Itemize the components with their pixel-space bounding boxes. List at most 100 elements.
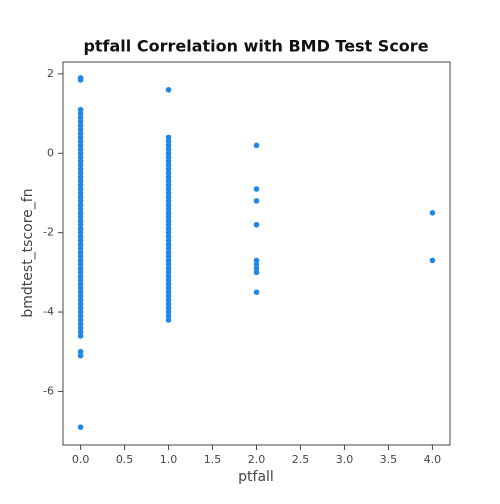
point [165, 146, 172, 153]
point [429, 257, 436, 264]
point [77, 301, 84, 307]
point [77, 305, 84, 311]
point [77, 281, 84, 288]
point [77, 213, 84, 220]
point [165, 182, 172, 188]
point [165, 293, 172, 299]
point [165, 86, 172, 93]
point [77, 194, 84, 200]
point [77, 249, 84, 256]
point [77, 277, 84, 284]
point [77, 126, 84, 133]
point [77, 154, 84, 161]
point [77, 253, 84, 260]
point [77, 130, 84, 137]
y-tick-label: 0 [47, 146, 54, 159]
point [77, 313, 84, 319]
point [77, 265, 84, 272]
point [77, 142, 84, 149]
point [165, 142, 172, 149]
point [165, 245, 172, 252]
point [165, 261, 172, 268]
point [77, 106, 84, 113]
point [165, 190, 172, 196]
point [77, 170, 84, 176]
point [77, 186, 84, 192]
y-tick-label: -4 [43, 305, 54, 318]
x-tick-label: 2.5 [292, 453, 310, 466]
point [77, 348, 84, 355]
point [77, 333, 84, 339]
point [165, 162, 172, 168]
chart-title: ptfall Correlation with BMD Test Score [83, 37, 428, 56]
point [165, 241, 172, 248]
point [77, 352, 84, 359]
point [253, 221, 260, 228]
point [77, 229, 84, 236]
point [165, 301, 172, 307]
point [77, 321, 84, 327]
point [165, 178, 172, 184]
point [165, 289, 172, 295]
point [165, 269, 172, 276]
point [165, 225, 172, 232]
point [77, 424, 84, 430]
point [253, 289, 260, 295]
x-tick-label: 0.5 [116, 453, 134, 466]
point [253, 186, 260, 192]
point [165, 134, 172, 141]
x-tick-label: 2.0 [248, 453, 266, 466]
point [77, 269, 84, 276]
point [77, 110, 84, 117]
point [77, 245, 84, 252]
x-axis-label: ptfall [238, 469, 274, 485]
y-tick-label: -2 [43, 226, 54, 239]
point [165, 253, 172, 260]
point [77, 182, 84, 188]
point [253, 261, 260, 268]
point [77, 118, 84, 125]
point [165, 297, 172, 303]
point [77, 114, 84, 121]
point [165, 249, 172, 256]
point [165, 309, 172, 315]
point [77, 158, 84, 165]
point [77, 329, 84, 335]
x-tick-label: 0.0 [72, 453, 90, 466]
point [77, 289, 84, 295]
point [77, 146, 84, 153]
point [77, 206, 84, 212]
x-tick-label: 1.5 [204, 453, 222, 466]
point [165, 186, 172, 192]
point [77, 198, 84, 204]
point [165, 174, 172, 180]
point [77, 174, 84, 180]
point [165, 265, 172, 272]
x-tick-label: 3.0 [336, 453, 354, 466]
point [253, 257, 260, 264]
point [77, 178, 84, 184]
point [77, 241, 84, 248]
point [77, 162, 84, 168]
y-tick-label: 2 [47, 67, 54, 80]
point [165, 166, 172, 172]
point [165, 285, 172, 292]
point [77, 77, 84, 83]
point [77, 138, 84, 145]
point [77, 257, 84, 264]
point [165, 194, 172, 200]
point [165, 217, 172, 224]
point [165, 237, 172, 244]
y-axis-label: bmdtest_tscore_fn [20, 188, 36, 317]
point [77, 285, 84, 292]
point [77, 261, 84, 268]
point [77, 293, 84, 299]
point [77, 309, 84, 315]
point [77, 237, 84, 244]
point [77, 190, 84, 196]
point [165, 138, 172, 145]
point [253, 265, 260, 272]
point [165, 158, 172, 165]
point [77, 202, 84, 208]
